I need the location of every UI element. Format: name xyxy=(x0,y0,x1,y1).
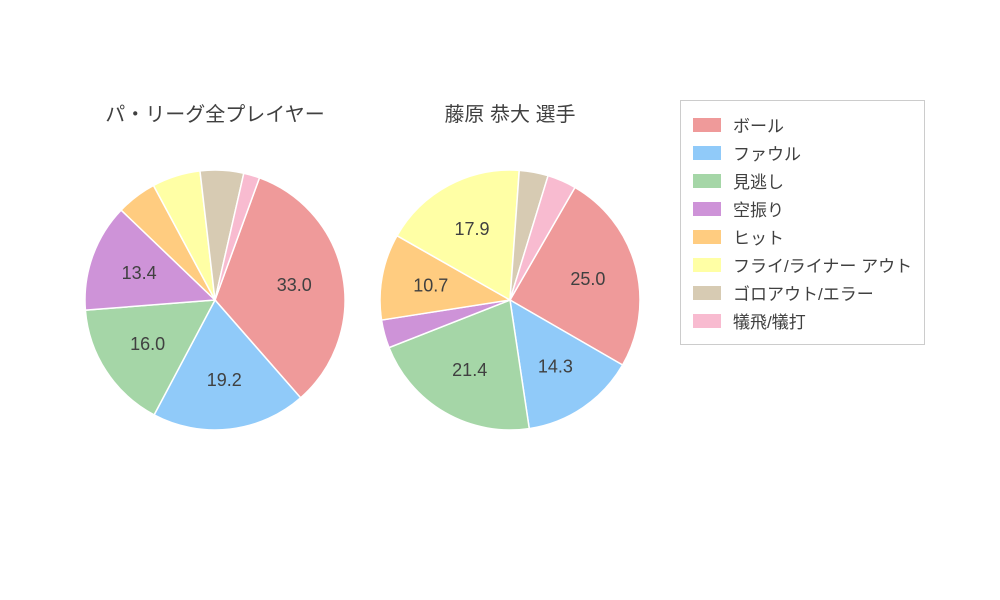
chart-title-1: 藤原 恭大 選手 xyxy=(390,98,630,127)
slice-label: 16.0 xyxy=(130,334,165,354)
chart-title-0: パ・リーグ全プレイヤー xyxy=(95,98,335,127)
legend-label: 犠飛/犠打 xyxy=(733,308,806,333)
slice-label: 14.3 xyxy=(538,357,573,377)
legend-swatch-icon xyxy=(693,174,721,188)
legend-swatch-icon xyxy=(693,314,721,328)
legend-label: 空振り xyxy=(733,196,784,221)
legend-swatch-icon xyxy=(693,118,721,132)
slice-label: 13.4 xyxy=(122,263,157,283)
legend-label: フライ/ライナー アウト xyxy=(733,252,912,277)
legend-item: ヒット xyxy=(693,224,912,249)
legend-swatch-icon xyxy=(693,258,721,272)
legend-swatch-icon xyxy=(693,230,721,244)
legend-item: 見逃し xyxy=(693,168,912,193)
legend-swatch-icon xyxy=(693,286,721,300)
legend-item: フライ/ライナー アウト xyxy=(693,252,912,277)
slice-label: 17.9 xyxy=(454,219,489,239)
legend-item: ボール xyxy=(693,112,912,137)
legend-label: 見逃し xyxy=(733,168,784,193)
legend-swatch-icon xyxy=(693,202,721,216)
legend-swatch-icon xyxy=(693,146,721,160)
legend-label: ヒット xyxy=(733,224,784,249)
slice-label: 10.7 xyxy=(413,275,448,295)
legend-item: 犠飛/犠打 xyxy=(693,308,912,333)
slice-label: 25.0 xyxy=(570,269,605,289)
legend-label: ファウル xyxy=(733,140,801,165)
legend-item: ファウル xyxy=(693,140,912,165)
legend-label: ボール xyxy=(733,112,784,137)
legend: ボールファウル見逃し空振りヒットフライ/ライナー アウトゴロアウト/エラー犠飛/… xyxy=(680,100,925,345)
legend-item: 空振り xyxy=(693,196,912,221)
legend-label: ゴロアウト/エラー xyxy=(733,280,874,305)
slice-label: 33.0 xyxy=(277,275,312,295)
legend-item: ゴロアウト/エラー xyxy=(693,280,912,305)
slice-label: 19.2 xyxy=(207,370,242,390)
slice-label: 21.4 xyxy=(452,360,487,380)
